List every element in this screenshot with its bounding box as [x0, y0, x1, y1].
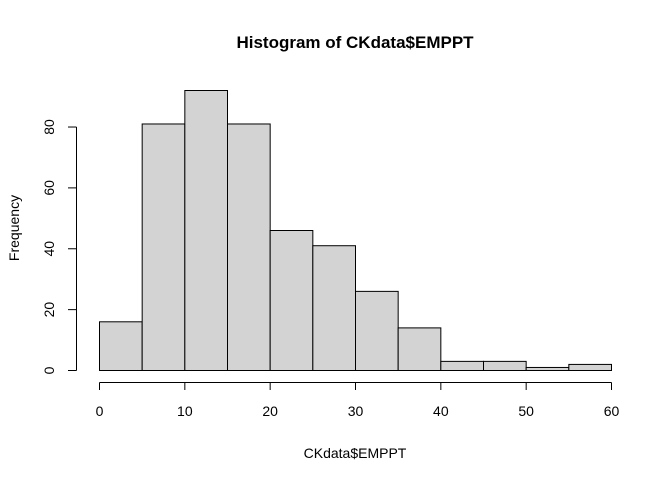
x-tick-label: 40	[433, 403, 449, 419]
histogram-bar	[269, 230, 314, 371]
chart-title: Histogram of CKdata$EMPPT	[236, 33, 474, 52]
x-tick-label: 10	[177, 403, 193, 419]
y-axis: 0 20 40 60 80	[41, 119, 77, 374]
y-tick-label: 40	[41, 241, 57, 257]
y-tick-label: 80	[41, 119, 57, 135]
x-axis: 0 10 20 30 40 50 60	[96, 382, 620, 419]
x-tick-label: 50	[518, 403, 534, 419]
x-tick-label: 30	[348, 403, 364, 419]
x-tick-label: 60	[604, 403, 620, 419]
histogram-bar	[440, 360, 485, 372]
x-tick-label: 20	[262, 403, 278, 419]
x-axis-label: CKdata$EMPPT	[304, 445, 407, 461]
histogram-bar	[355, 290, 399, 371]
y-tick-label: 60	[41, 180, 57, 196]
y-tick-label: 20	[41, 302, 57, 318]
y-tick-label: 0	[41, 366, 57, 374]
bars-group	[99, 90, 612, 372]
histogram-bar	[99, 321, 143, 372]
histogram-bar	[397, 327, 442, 371]
histogram-bar	[525, 366, 570, 371]
histogram-bar	[312, 245, 357, 371]
y-axis-label: Frequency	[6, 195, 22, 261]
histogram-bar	[184, 90, 228, 371]
histogram-bar	[483, 360, 527, 372]
x-tick-label: 0	[96, 403, 104, 419]
histogram-bar	[141, 123, 186, 372]
histogram-bar	[227, 123, 271, 372]
histogram-bar	[568, 363, 612, 372]
